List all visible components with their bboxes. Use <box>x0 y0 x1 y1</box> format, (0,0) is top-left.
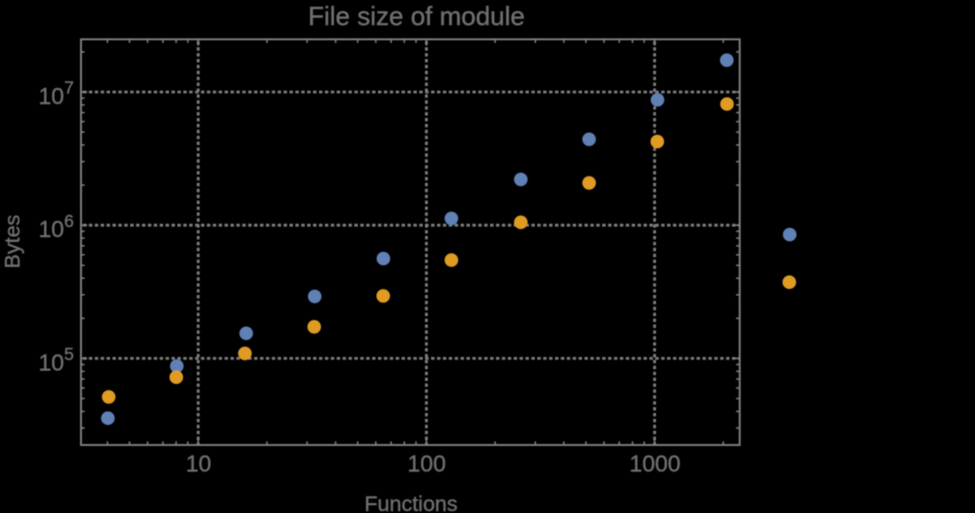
svg-text:107: 107 <box>39 78 74 109</box>
svg-text:100: 100 <box>408 451 446 477</box>
svg-text:1000: 1000 <box>629 451 680 477</box>
svg-text:105: 105 <box>39 344 75 375</box>
svg-text:10: 10 <box>186 451 212 477</box>
svg-text:Functions: Functions <box>364 492 457 513</box>
svg-text:106: 106 <box>39 211 75 242</box>
svg-text:Bytes: Bytes <box>1 215 25 269</box>
svg-text:File size of module: File size of module <box>308 1 525 31</box>
